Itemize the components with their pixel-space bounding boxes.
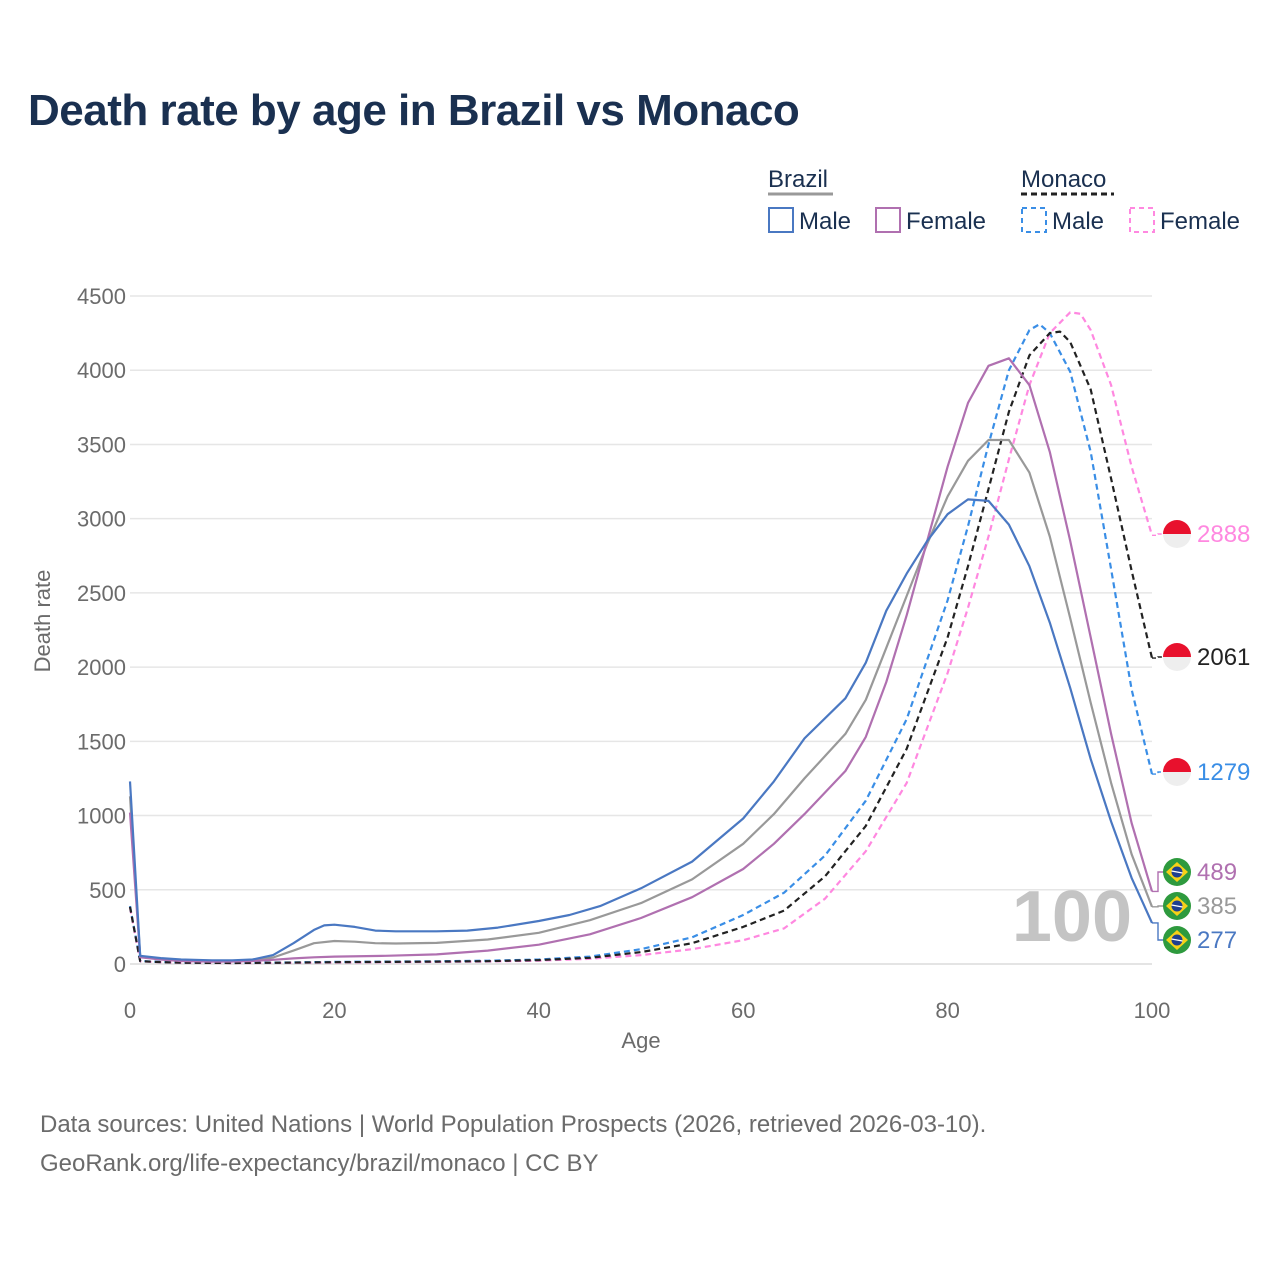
chart-title: Death rate by age in Brazil vs Monaco <box>28 86 800 135</box>
series-line-brazil-male[interactable] <box>128 498 1154 962</box>
monaco-flag-icon <box>1163 758 1191 786</box>
legend-monaco-male-label[interactable]: Male <box>1052 208 1104 235</box>
end-leader <box>1152 771 1164 775</box>
footer-link[interactable]: GeoRank.org/life-expectancy/brazil/monac… <box>40 1150 599 1177</box>
monaco-flag-icon <box>1163 643 1191 671</box>
y-tick-label: 1500 <box>77 729 126 754</box>
grid <box>130 295 1152 965</box>
legend-brazil-male-swatch[interactable] <box>768 207 794 233</box>
y-tick-label: 2000 <box>77 655 126 680</box>
chart-svg: Brazil Male Female Monaco Male Female 0 5… <box>30 166 1250 1053</box>
legend-group-title-monaco: Monaco <box>1021 166 1106 193</box>
end-leader <box>1152 871 1164 893</box>
brazil-flag-icon <box>1163 858 1191 886</box>
series-line-brazil-total[interactable] <box>128 438 1154 963</box>
end-value-label: 2061 <box>1197 644 1250 671</box>
series-lines <box>128 311 1154 965</box>
y-tick-label: 3000 <box>77 507 126 532</box>
x-tick-label: 60 <box>731 998 755 1023</box>
x-axis: 0 20 40 60 80 100 <box>124 998 1170 1023</box>
y-axis-label: Death rate <box>30 570 55 673</box>
end-value-label: 1279 <box>1197 759 1250 786</box>
y-tick-label: 0 <box>114 952 126 977</box>
y-tick-label: 500 <box>89 878 126 903</box>
y-tick-label: 4000 <box>77 358 126 383</box>
legend-monaco-female-swatch[interactable] <box>1129 207 1155 233</box>
year-watermark: 100 <box>1012 877 1132 957</box>
brazil-flag-icon <box>1163 892 1191 920</box>
end-leader <box>1152 905 1164 908</box>
legend-brazil-male-label[interactable]: Male <box>799 208 851 235</box>
end-labels: 277 489 385 1279 2888 2061 <box>1152 520 1250 954</box>
end-value-label: 277 <box>1197 927 1237 954</box>
end-value-label: 2888 <box>1197 521 1250 548</box>
monaco-flag-icon <box>1163 520 1191 548</box>
y-axis: 0 500 1000 1500 2000 2500 3000 3500 4000 4500 <box>77 284 126 977</box>
legend: Brazil Male Female Monaco Male Female <box>768 166 1240 235</box>
series-line-brazil-female[interactable] <box>128 357 1154 963</box>
y-tick-label: 1000 <box>77 804 126 829</box>
legend-monaco-female-label[interactable]: Female <box>1160 208 1240 235</box>
legend-group-title-brazil: Brazil <box>768 166 828 193</box>
brazil-flag-icon <box>1163 926 1191 954</box>
series-line-monaco-female[interactable] <box>128 311 1154 965</box>
series-line-monaco-total[interactable] <box>128 330 1154 965</box>
x-tick-label: 0 <box>124 998 136 1023</box>
end-leader <box>1152 922 1164 941</box>
x-tick-label: 100 <box>1134 998 1171 1023</box>
x-tick-label: 80 <box>935 998 959 1023</box>
y-tick-label: 3500 <box>77 432 126 457</box>
end-leader <box>1152 656 1164 659</box>
x-tick-label: 20 <box>322 998 346 1023</box>
x-axis-label: Age <box>621 1028 660 1053</box>
end-value-label: 385 <box>1197 893 1237 920</box>
end-value-label: 489 <box>1197 859 1237 886</box>
legend-brazil-female-swatch[interactable] <box>875 207 901 233</box>
legend-monaco-male-swatch[interactable] <box>1021 207 1047 233</box>
legend-brazil-female-label[interactable]: Female <box>906 208 986 235</box>
y-tick-label: 2500 <box>77 581 126 606</box>
footer-sources: Data sources: United Nations | World Pop… <box>40 1111 987 1138</box>
footer: Data sources: United Nations | World Pop… <box>40 1105 986 1183</box>
y-tick-label: 4500 <box>77 284 126 309</box>
series-line-monaco-male[interactable] <box>128 323 1154 964</box>
x-tick-label: 40 <box>527 998 551 1023</box>
end-leader <box>1152 533 1164 536</box>
